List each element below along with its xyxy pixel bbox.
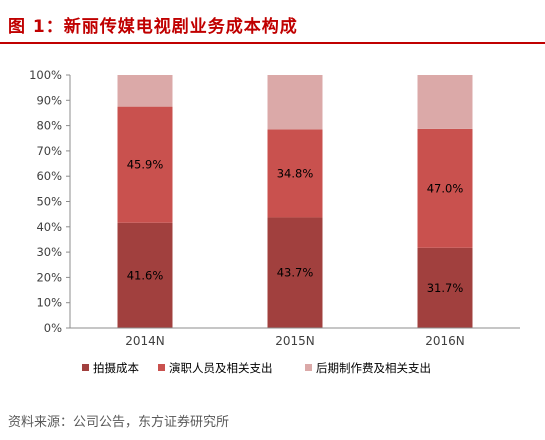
- source-note: 资料来源：公司公告，东方证券研究所: [8, 415, 230, 430]
- y-tick-label: 0%: [44, 321, 62, 335]
- data-label-2014N-2: 45.9%: [127, 158, 164, 172]
- legend-swatch-2: [158, 364, 165, 371]
- data-label-2016N-2: 47.0%: [427, 181, 464, 195]
- legend: 拍摄成本 演职人员及相关支出 后期制作费及相关支出: [82, 361, 431, 375]
- y-tick-label: 60%: [36, 169, 62, 183]
- y-tick-label: 100%: [29, 68, 62, 82]
- y-tick-label: 40%: [36, 220, 62, 234]
- y-tick-label: 70%: [36, 144, 62, 158]
- bar-segment-2016N-3: [417, 75, 473, 129]
- data-label-2015N-1: 43.7%: [277, 266, 314, 280]
- bar-segment-2015N-3: [267, 75, 323, 130]
- y-tick-label: 30%: [36, 245, 62, 259]
- bar-segment-2014N-1: [117, 222, 173, 328]
- legend-swatch-1: [82, 364, 89, 371]
- bar-segment-2016N-2: [417, 128, 473, 248]
- bar-segment-2016N-1: [417, 247, 473, 328]
- data-label-2014N-1: 41.6%: [127, 268, 164, 282]
- bar-segment-2015N-2: [267, 129, 323, 218]
- bar-group: [117, 75, 473, 328]
- legend-swatch-3: [305, 364, 312, 371]
- y-tick-label: 50%: [36, 195, 62, 209]
- legend-label-3: 后期制作费及相关支出: [316, 361, 431, 375]
- x-tick-label: 2016N: [425, 334, 465, 348]
- data-labels: 41.6% 45.9% 43.7% 34.8% 31.7% 47.0%: [127, 158, 464, 295]
- y-tick-label: 90%: [36, 93, 62, 107]
- x-tick-label: 2015N: [275, 334, 315, 348]
- legend-label-1: 拍摄成本: [93, 361, 139, 375]
- figure-header: 图 1：新丽传媒电视剧业务成本构成: [0, 0, 545, 44]
- bar-segment-2014N-3: [117, 75, 173, 107]
- y-tick-label: 20%: [36, 270, 62, 284]
- bar-segment-2014N-2: [117, 106, 173, 223]
- bar-segment-2015N-1: [267, 217, 323, 328]
- data-label-2016N-1: 31.7%: [427, 281, 464, 295]
- y-tick-label: 80%: [36, 119, 62, 133]
- data-label-2015N-2: 34.8%: [277, 166, 314, 180]
- x-tick-label: 2014N: [125, 334, 165, 348]
- y-tick-label: 10%: [36, 296, 62, 310]
- axes: 2014N 2015N 2016N 0% 10% 20% 30% 40% 50% 60% 70% 80…: [29, 68, 520, 348]
- stacked-bar-chart: 2014N 2015N 2016N 0% 10% 20% 30% 40% 50% 60% 70% 80…: [29, 68, 520, 375]
- legend-label-2: 演职人员及相关支出: [169, 361, 273, 375]
- figure-title: 图 1：新丽传媒电视剧业务成本构成: [8, 17, 298, 37]
